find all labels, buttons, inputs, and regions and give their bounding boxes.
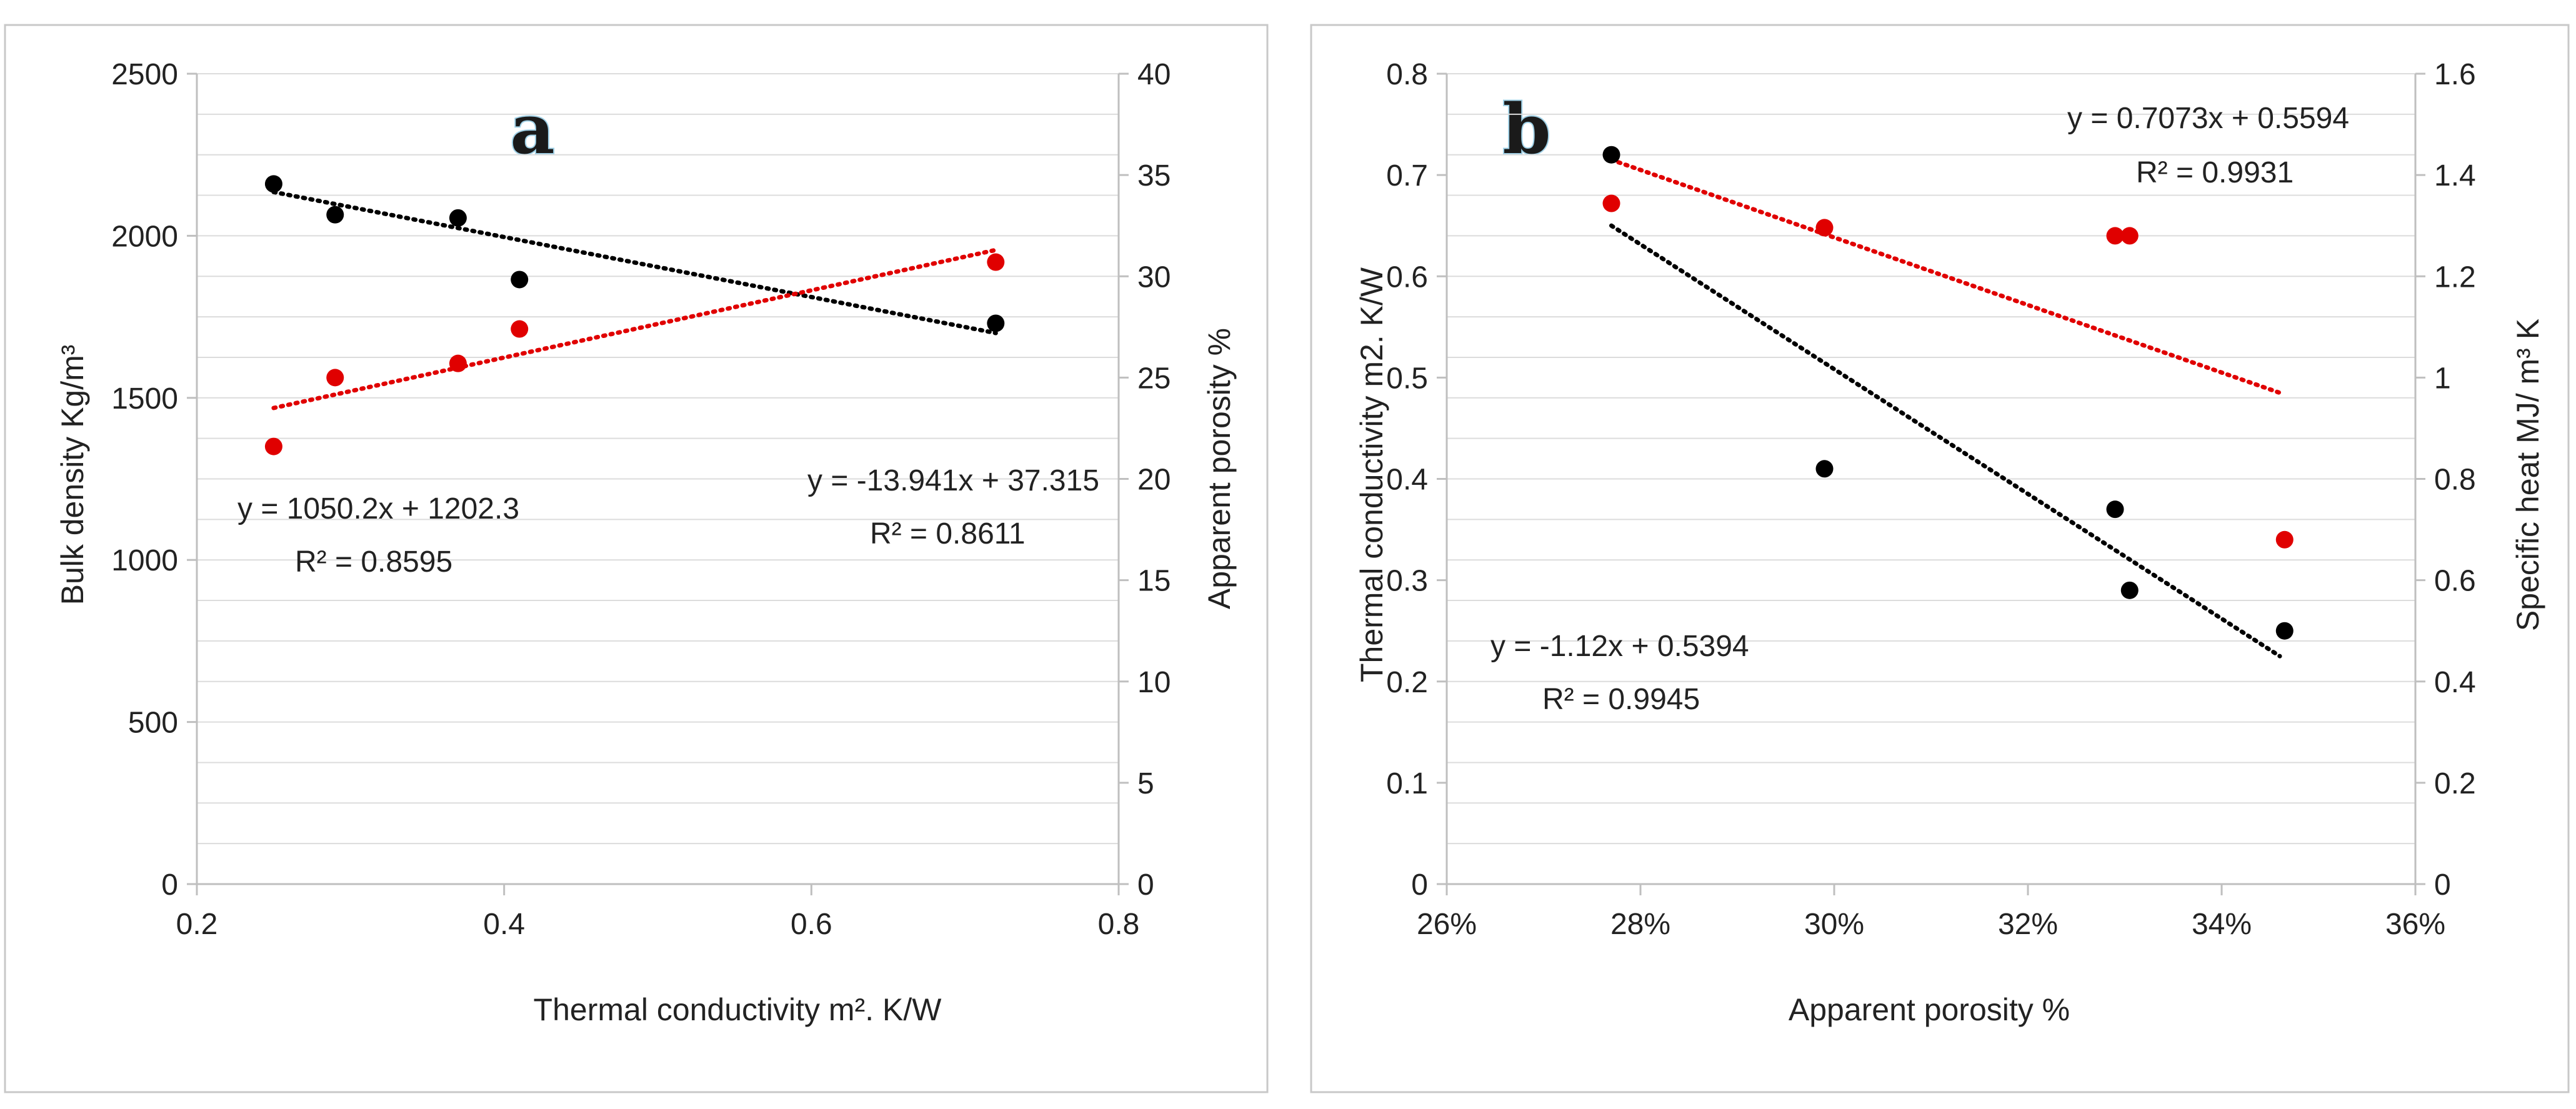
right-tick-label: 0.6 bbox=[2434, 565, 2476, 598]
right-tick-label: 20 bbox=[1137, 464, 1171, 497]
red-data-point bbox=[1815, 219, 1834, 237]
black-data-point bbox=[264, 175, 282, 193]
red-data-point bbox=[264, 437, 282, 455]
left-tick-label: 0.6 bbox=[1386, 261, 1428, 294]
chart-b-left-axis-label: Thermal conductivity m2. K/W bbox=[1354, 267, 1389, 682]
left-tick-label: 1000 bbox=[111, 544, 178, 577]
chart-a-right-ticks: 0 5 10 15 20 25 30 35 40 bbox=[1119, 58, 1171, 902]
red-data-point bbox=[326, 369, 344, 387]
left-tick-label: 0.3 bbox=[1386, 565, 1428, 598]
left-tick-label: 0 bbox=[161, 868, 178, 902]
chart-b-red-equation: y = 0.7073x + 0.5594 bbox=[2067, 102, 2349, 135]
chart-a-x-ticks: 0.2 0.4 0.6 0.8 bbox=[176, 884, 1140, 941]
red-data-point bbox=[449, 354, 467, 372]
left-tick-label: 0.1 bbox=[1386, 767, 1428, 800]
left-tick-label: 1500 bbox=[111, 382, 178, 415]
chart-b-right-axis-label: Specific heat MJ/ m³ K bbox=[2510, 319, 2545, 631]
left-tick-label: 0 bbox=[1411, 868, 1428, 902]
red-data-point bbox=[2120, 227, 2139, 245]
chart-b-right-ticks: 0 0.2 0.4 0.6 0.8 1 1.2 1.4 1.6 bbox=[2415, 58, 2476, 902]
right-tick-label: 15 bbox=[1137, 565, 1171, 598]
black-data-point bbox=[449, 209, 467, 227]
right-tick-label: 35 bbox=[1137, 159, 1171, 192]
chart-b-frame bbox=[1310, 24, 2570, 1093]
black-data-point bbox=[511, 271, 529, 289]
black-data-point bbox=[2120, 581, 2139, 599]
right-tick-label: 1.4 bbox=[2434, 159, 2476, 192]
x-tick-label: 0.2 bbox=[176, 908, 218, 941]
red-data-point bbox=[2275, 530, 2294, 549]
x-tick-label: 30% bbox=[1804, 908, 1864, 941]
black-data-point bbox=[2106, 500, 2124, 519]
chart-b-points bbox=[1602, 146, 2294, 640]
chart-b-left-ticks: 0 0.1 0.2 0.3 0.4 0.5 0.6 0.7 0.8 bbox=[1386, 58, 1447, 902]
right-tick-label: 0.8 bbox=[2434, 464, 2476, 497]
chart-a-x-axis-label: Thermal conductivity m². K/W bbox=[534, 992, 942, 1027]
left-tick-label: 0.7 bbox=[1386, 159, 1428, 192]
red-data-point bbox=[511, 320, 529, 338]
black-trendline bbox=[1609, 223, 2282, 659]
x-tick-label: 0.8 bbox=[1098, 908, 1140, 941]
right-tick-label: 1 bbox=[2434, 362, 2451, 395]
x-tick-label: 28% bbox=[1610, 908, 1670, 941]
left-tick-label: 0.8 bbox=[1386, 58, 1428, 91]
chart-b-grid bbox=[1447, 73, 2415, 885]
left-tick-label: 0.4 bbox=[1386, 464, 1428, 497]
chart-b-black-r2: R² = 0.9945 bbox=[1542, 683, 1700, 716]
chart-b-trendlines bbox=[1609, 157, 2282, 659]
chart-panel-a: a 0.2 0.4 0.6 0.8 0 500 1000 1500 2000 2500 0 5 10… bbox=[4, 24, 1269, 1093]
x-tick-label: 34% bbox=[2192, 908, 2252, 941]
red-data-point bbox=[987, 253, 1005, 271]
right-tick-label: 0.4 bbox=[2434, 666, 2476, 699]
red-trendline bbox=[1609, 157, 2282, 395]
chart-b-red-r2: R² = 0.9931 bbox=[2136, 156, 2294, 189]
left-tick-label: 2500 bbox=[111, 58, 178, 91]
red-data-point bbox=[1602, 194, 1620, 212]
chart-b-panel-label: b bbox=[1503, 89, 1551, 169]
right-tick-label: 30 bbox=[1137, 261, 1171, 294]
chart-a-black-equation: y = -13.941x + 37.315 bbox=[807, 464, 1099, 497]
chart-b-x-axis-label: Apparent porosity % bbox=[1789, 992, 2070, 1027]
chart-panel-b: b 26% 28% 30% 32% 34% 36% 0 0.1 0.2 0.3 0.4 0.5 0.6… bbox=[1310, 24, 2570, 1093]
right-tick-label: 10 bbox=[1137, 666, 1171, 699]
red-trendline bbox=[271, 247, 998, 410]
chart-a-red-equation: y = 1050.2x + 1202.3 bbox=[237, 492, 519, 525]
x-tick-label: 36% bbox=[2385, 908, 2445, 941]
right-tick-label: 0 bbox=[1137, 868, 1154, 902]
left-tick-label: 0.5 bbox=[1386, 362, 1428, 395]
right-tick-label: 0.2 bbox=[2434, 767, 2476, 800]
left-tick-label: 2000 bbox=[111, 220, 178, 253]
right-tick-label: 0 bbox=[2434, 868, 2451, 902]
black-data-point bbox=[987, 314, 1005, 332]
right-tick-label: 1.2 bbox=[2434, 261, 2476, 294]
chart-a-panel-label: a bbox=[510, 89, 554, 169]
black-data-point bbox=[2275, 622, 2294, 640]
left-tick-label: 0.2 bbox=[1386, 666, 1428, 699]
x-tick-label: 0.6 bbox=[791, 908, 832, 941]
red-data-point bbox=[2106, 227, 2124, 245]
chart-a-left-ticks: 0 500 1000 1500 2000 2500 bbox=[111, 58, 197, 902]
x-tick-label: 0.4 bbox=[483, 908, 525, 941]
chart-a-red-r2: R² = 0.8595 bbox=[295, 545, 452, 579]
black-data-point bbox=[1602, 146, 1620, 164]
chart-a-frame bbox=[4, 24, 1269, 1093]
black-data-point bbox=[326, 206, 344, 224]
right-tick-label: 5 bbox=[1137, 767, 1154, 800]
chart-b-black-equation: y = -1.12x + 0.5394 bbox=[1490, 630, 1749, 663]
left-tick-label: 500 bbox=[128, 707, 178, 740]
right-tick-label: 40 bbox=[1137, 58, 1171, 91]
chart-b-x-ticks: 26% 28% 30% 32% 34% 36% bbox=[1417, 884, 2445, 941]
black-trendline bbox=[271, 189, 998, 336]
right-tick-label: 25 bbox=[1137, 362, 1171, 395]
x-tick-label: 32% bbox=[1998, 908, 2058, 941]
chart-a-black-r2: R² = 0.8611 bbox=[870, 517, 1026, 550]
chart-a-points bbox=[264, 175, 1005, 455]
chart-a-trendlines bbox=[271, 189, 998, 410]
chart-a-right-axis-label: Apparent porosity % bbox=[1202, 328, 1237, 609]
chart-a-left-axis-label: Bulk density Kg/m³ bbox=[55, 345, 90, 605]
black-data-point bbox=[1815, 460, 1834, 478]
x-tick-label: 26% bbox=[1417, 908, 1477, 941]
right-tick-label: 1.6 bbox=[2434, 58, 2476, 91]
